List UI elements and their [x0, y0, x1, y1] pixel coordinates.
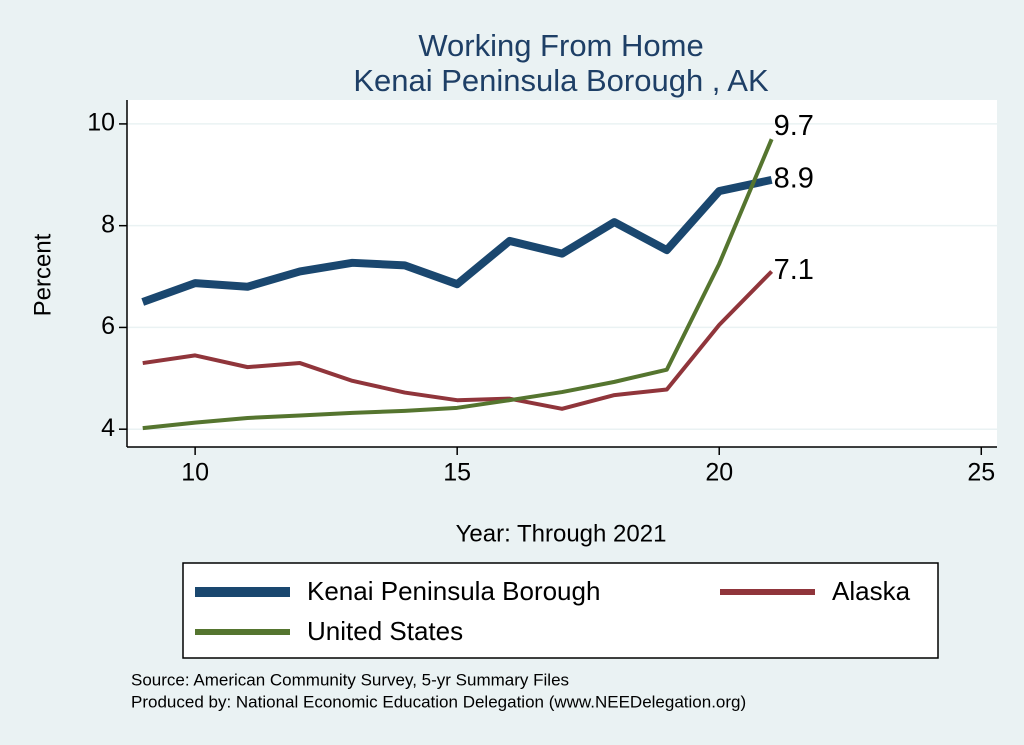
x-tick-label: 20: [705, 459, 733, 487]
value-label: 7.1: [774, 254, 814, 286]
series-line: [141, 175, 773, 306]
legend-label: Alaska: [832, 576, 911, 606]
value-label: 9.7: [774, 110, 814, 142]
source-note: Source: American Community Survey, 5-yr …: [131, 670, 569, 689]
chart-subtitle: Kenai Peninsula Borough , AK: [353, 63, 769, 98]
legend: [182, 562, 939, 659]
x-tick-label: 10: [181, 459, 209, 487]
y-axis-label: Percent: [29, 233, 56, 316]
chart-title: Working From Home: [418, 28, 703, 63]
plot-area: [127, 100, 997, 447]
y-tick-label: 6: [101, 312, 115, 340]
legend-label: United States: [307, 616, 463, 646]
series-line: [142, 270, 774, 411]
x-tick-label: 15: [443, 459, 471, 487]
y-tick-label: 8: [101, 210, 115, 238]
x-axis-label: Year: Through 2021: [456, 520, 667, 547]
value-label: 8.9: [774, 163, 814, 195]
legend-label: Kenai Peninsula Borough: [307, 576, 600, 606]
y-tick-label: 4: [101, 414, 115, 442]
series-line: [142, 138, 774, 431]
y-tick-label: 10: [87, 109, 115, 137]
produced-note: Produced by: National Economic Education…: [131, 692, 746, 711]
x-tick-label: 25: [967, 459, 995, 487]
